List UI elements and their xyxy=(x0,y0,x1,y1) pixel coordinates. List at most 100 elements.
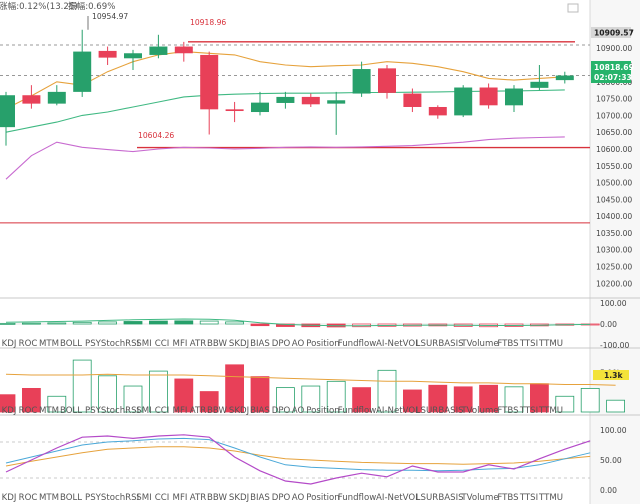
indicator-tab-tvolume[interactable]: TVolume xyxy=(460,339,498,349)
indicator-tab-ttsi[interactable]: TTSI xyxy=(519,493,538,503)
indicator-tab-stochrsi[interactable]: StochRSI xyxy=(101,406,139,416)
indicator-tab-psy[interactable]: PSY xyxy=(85,493,102,503)
indicator-tab-ttsi[interactable]: TTSI xyxy=(519,339,538,349)
indicator-tab-mfi[interactable]: MFI xyxy=(173,493,188,503)
indicator-tab-mtm[interactable]: MTM xyxy=(39,339,59,349)
indicator-tab-fundflow[interactable]: Fundflow xyxy=(338,406,377,416)
indicator-tab-ao[interactable]: AO xyxy=(292,339,305,349)
indicator-tab-dpo[interactable]: DPO xyxy=(272,406,291,416)
indicator-tab-ttmu[interactable]: TTMU xyxy=(538,339,563,349)
volume-bar xyxy=(148,370,168,413)
osc-bar xyxy=(72,321,92,325)
indicator-tab-tvolume[interactable]: TVolume xyxy=(460,493,498,503)
indicator-tab-bias[interactable]: BIAS xyxy=(250,493,270,503)
indicator-tab-psy[interactable]: PSY xyxy=(85,406,102,416)
indicator-tab-smi[interactable]: SMI xyxy=(136,406,151,416)
indicator-tab-psy[interactable]: PSY xyxy=(85,339,102,349)
indicator-tab-cci[interactable]: CCI xyxy=(155,339,170,349)
indicator-tab-lsur[interactable]: LSUR xyxy=(416,406,439,416)
candle-up xyxy=(73,51,92,92)
candle-down xyxy=(98,50,117,58)
indicator-tab-stochrsi[interactable]: StochRSI xyxy=(101,493,139,503)
price-tick-label: 10600.00 xyxy=(596,145,632,154)
indicator-tab-atr[interactable]: ATR xyxy=(190,493,206,503)
osc-bar xyxy=(123,321,143,325)
indicator-tab-position[interactable]: Position xyxy=(306,493,339,503)
indicator-tab-dpo[interactable]: DPO xyxy=(272,339,291,349)
indicator-tab-ao[interactable]: AO xyxy=(292,406,305,416)
indicator-tab-fundflow[interactable]: Fundflow xyxy=(338,493,377,503)
indicator-tab-boll[interactable]: BOLL xyxy=(60,339,82,349)
indicator-tab-ai-netvol[interactable]: AI-NetVOL xyxy=(376,493,420,503)
indicator-tab-roc[interactable]: ROC xyxy=(19,406,38,416)
indicator-tab-skdj[interactable]: SKDJ xyxy=(229,339,249,349)
candle-up xyxy=(555,75,574,81)
candle-down xyxy=(200,54,219,110)
indicator-tab-kdj[interactable]: KDJ xyxy=(2,493,17,503)
price-axis-background xyxy=(590,0,640,504)
indicator-tab-ttmu[interactable]: TTMU xyxy=(538,406,563,416)
indicator-tab-roc[interactable]: ROC xyxy=(19,339,38,349)
indicator-tab-stochrsi[interactable]: StochRSI xyxy=(101,339,139,349)
candle-down xyxy=(479,87,498,106)
indicator-tab-mfi[interactable]: MFI xyxy=(173,406,188,416)
indicator-tab-boll[interactable]: BOLL xyxy=(60,493,82,503)
indicator-tab-cci[interactable]: CCI xyxy=(155,406,170,416)
indicator-tab-position[interactable]: Position xyxy=(306,339,339,349)
indicator-tab-ai-netvol[interactable]: AI-NetVOL xyxy=(376,339,420,349)
indicator-tab-basis[interactable]: BASIS xyxy=(438,339,463,349)
indicator-tab-boll[interactable]: BOLL xyxy=(60,406,82,416)
indicator-tab-cci[interactable]: CCI xyxy=(155,493,170,503)
indicator-tab-roc[interactable]: ROC xyxy=(19,493,38,503)
osc-tick-label: -100.00 xyxy=(600,341,629,350)
indicator-tab-tvolume[interactable]: TVolume xyxy=(460,406,498,416)
indicator-tab-ftbs[interactable]: FTBS xyxy=(497,339,518,349)
indicator-tab-kdj[interactable]: KDJ xyxy=(2,406,17,416)
indicator-tab-bias[interactable]: BIAS xyxy=(250,406,270,416)
indicator-tab-atr[interactable]: ATR xyxy=(190,406,206,416)
volume-bar xyxy=(225,364,245,413)
volume-bar xyxy=(98,375,117,413)
indicator-tab-position[interactable]: Position xyxy=(306,406,339,416)
indicator-tab-fundflow[interactable]: Fundflow xyxy=(338,339,377,349)
candle-up xyxy=(352,69,371,94)
volume-ma-line xyxy=(5,373,616,386)
window-icon[interactable] xyxy=(567,3,579,13)
indicator-tab-atr[interactable]: ATR xyxy=(190,339,206,349)
indicator-tab-ftbs[interactable]: FTBS xyxy=(497,406,518,416)
indicator-tab-skdj[interactable]: SKDJ xyxy=(229,493,249,503)
indicator-tab-mfi[interactable]: MFI xyxy=(173,339,188,349)
indicator-tab-ftbs[interactable]: FTBS xyxy=(497,493,518,503)
kdj-k-line xyxy=(5,434,591,485)
indicator-tab-ttmu[interactable]: TTMU xyxy=(538,493,563,503)
indicator-tab-lsur[interactable]: LSUR xyxy=(416,493,439,503)
indicator-tab-basis[interactable]: BASIS xyxy=(438,406,463,416)
indicator-tab-bbw[interactable]: BBW xyxy=(207,493,227,503)
indicator-tab-basis[interactable]: BASIS xyxy=(438,493,463,503)
indicator-tab-ai-netvol[interactable]: AI-NetVOL xyxy=(376,406,420,416)
indicator-tab-smi[interactable]: SMI xyxy=(136,339,151,349)
indicator-tab-bbw[interactable]: BBW xyxy=(207,406,227,416)
indicator-tab-mtm[interactable]: MTM xyxy=(39,406,59,416)
indicator-tab-mtm[interactable]: MTM xyxy=(39,493,59,503)
indicator-tab-kdj[interactable]: KDJ xyxy=(2,339,17,349)
indicator-tab-smi[interactable]: SMI xyxy=(136,493,151,503)
volume-bar xyxy=(123,385,143,413)
indicator-tab-bbw[interactable]: BBW xyxy=(207,339,227,349)
volume-bar xyxy=(428,384,448,413)
osc-bar xyxy=(199,320,219,325)
indicator-tab-bias[interactable]: BIAS xyxy=(250,339,270,349)
price-tick-label: 10350.00 xyxy=(596,229,632,238)
candle-down xyxy=(301,96,320,105)
indicator-tab-dpo[interactable]: DPO xyxy=(272,493,291,503)
indicator-tab-ttsi[interactable]: TTSI xyxy=(519,406,538,416)
indicator-tab-skdj[interactable]: SKDJ xyxy=(229,406,249,416)
indicator-tab-ao[interactable]: AO xyxy=(292,493,305,503)
indicator-tab-lsur[interactable]: LSUR xyxy=(416,339,439,349)
volume-bar xyxy=(301,385,321,413)
osc-tick-label: 0.00 xyxy=(600,320,617,329)
price-tick-label: 10700.00 xyxy=(596,111,632,120)
candle-up xyxy=(251,102,269,113)
